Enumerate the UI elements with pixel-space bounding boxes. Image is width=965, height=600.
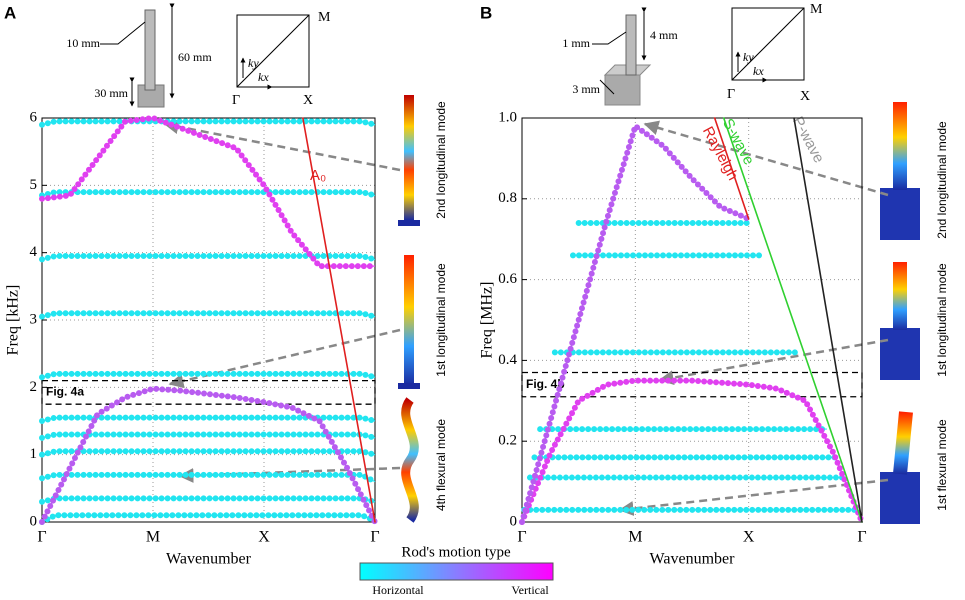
y-tick-label: 0.2 [498,433,517,449]
mode-label: 1st flexural mode [935,419,949,511]
x-tick-label: X [258,529,270,546]
colorbar-min-label: Horizontal [372,583,424,597]
brillouin-zone-b [731,7,805,83]
x-axis-label: Wavenumber [166,551,252,568]
y-tick-label: 5 [30,177,38,193]
reference-line [713,117,750,220]
y-tick-label: 3 [30,311,38,327]
inset-label: M [810,2,823,17]
mode-images-a [398,95,420,523]
y-tick-label: 0 [30,513,38,529]
inset-label: Γ [232,93,240,108]
mode-arrows-a [163,119,401,484]
reference-line [302,117,376,523]
y-tick-label: 0.6 [498,271,517,287]
inset-label: ky [743,50,754,64]
plot-frame [521,117,863,523]
inset-label: X [800,89,810,104]
y-tick-label: 0 [510,513,518,529]
y-tick-label: 4 [30,244,38,260]
y-tick-label: 0.8 [498,190,517,206]
x-tick-label: X [743,529,755,546]
y-tick-label: 1.0 [498,109,517,125]
inset-label: 60 mm [178,50,212,64]
band [39,431,378,441]
highlight-label: Fig. 4b [526,377,565,391]
mode-label: 1st longitudinal mode [434,263,448,377]
y-tick-label: 2 [30,379,38,395]
inset-label: M [318,10,331,25]
inset-label: 10 mm [66,36,100,50]
band [39,495,378,505]
mode-images-b [880,102,920,524]
highlight-label: Fig. 4a [46,385,84,399]
plot: 0 1 2 3 4 5 6 Γ M X Γ Wavenumber Freq [kHz] Fig. 4a [5,109,380,567]
reference-line [722,117,863,523]
band [39,448,378,458]
band [39,512,378,525]
y-axis-label: Freq [MHz] [479,282,496,359]
panel-label: A [4,3,16,22]
band [39,189,378,199]
inset-label: 4 mm [650,28,678,42]
y-tick-label: 0.4 [498,352,517,368]
plot-frame [41,117,376,523]
inset-label: X [303,93,313,108]
x-tick-label: M [628,529,642,546]
highlight-box [521,371,863,398]
mode-label: 2nd longitudinal mode [434,101,448,219]
x-tick-label: Γ [370,529,379,546]
band [39,414,378,424]
band-line [41,388,376,523]
rod-sketch-a [100,3,175,108]
band [39,310,378,320]
mode-label: 1st longitudinal mode [935,263,949,377]
band [39,471,378,485]
x-tick-label: Γ [517,529,526,546]
colorbar-title: Rod's motion type [401,544,511,560]
y-tick-label: 6 [30,109,38,125]
mode-label: 4th flexural mode [434,419,448,511]
inset-label: Γ [727,87,735,102]
highlight-box [41,379,376,405]
band [39,385,378,525]
inset-label: kx [258,70,269,84]
y-axis-label: Freq [kHz] [5,285,22,356]
band [39,253,378,263]
plot: 0 0.2 0.4 0.6 0.8 1.0 Γ M X Γ Wavenumber Freq [MHz]… [479,109,867,567]
reference-line [793,117,863,523]
x-tick-label: Γ [857,529,866,546]
inset-label: 30 mm [94,86,128,100]
y-tick-label: 1 [30,446,38,462]
inset-label: kx [753,64,764,78]
rod-sketch-b [592,7,652,106]
colorbar-max-label: Vertical [511,583,549,597]
band [39,370,378,381]
x-axis-label: Wavenumber [650,551,736,568]
panel-label: B [480,3,492,22]
band [39,118,378,128]
inset-label: 3 mm [572,82,600,96]
x-tick-label: Γ [37,529,46,546]
x-tick-label: M [146,529,160,546]
colorbar [359,562,554,581]
inset-label: 1 mm [562,36,590,50]
mode-arrows-b [618,120,889,516]
band [519,377,865,525]
inset-label: ky [248,56,259,70]
band [39,114,378,270]
band [519,121,752,525]
brillouin-zone-a [236,14,310,90]
mode-label: 2nd longitudinal mode [935,121,949,239]
